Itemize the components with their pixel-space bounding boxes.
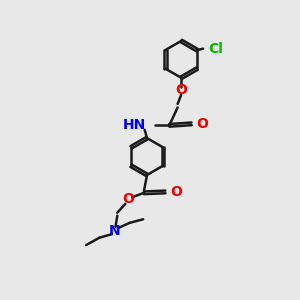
- Text: O: O: [122, 192, 134, 206]
- Text: O: O: [175, 83, 187, 97]
- Text: Cl: Cl: [208, 42, 223, 56]
- Text: O: O: [196, 117, 208, 131]
- Text: N: N: [109, 224, 121, 238]
- Text: HN: HN: [122, 118, 146, 132]
- Text: O: O: [170, 185, 182, 199]
